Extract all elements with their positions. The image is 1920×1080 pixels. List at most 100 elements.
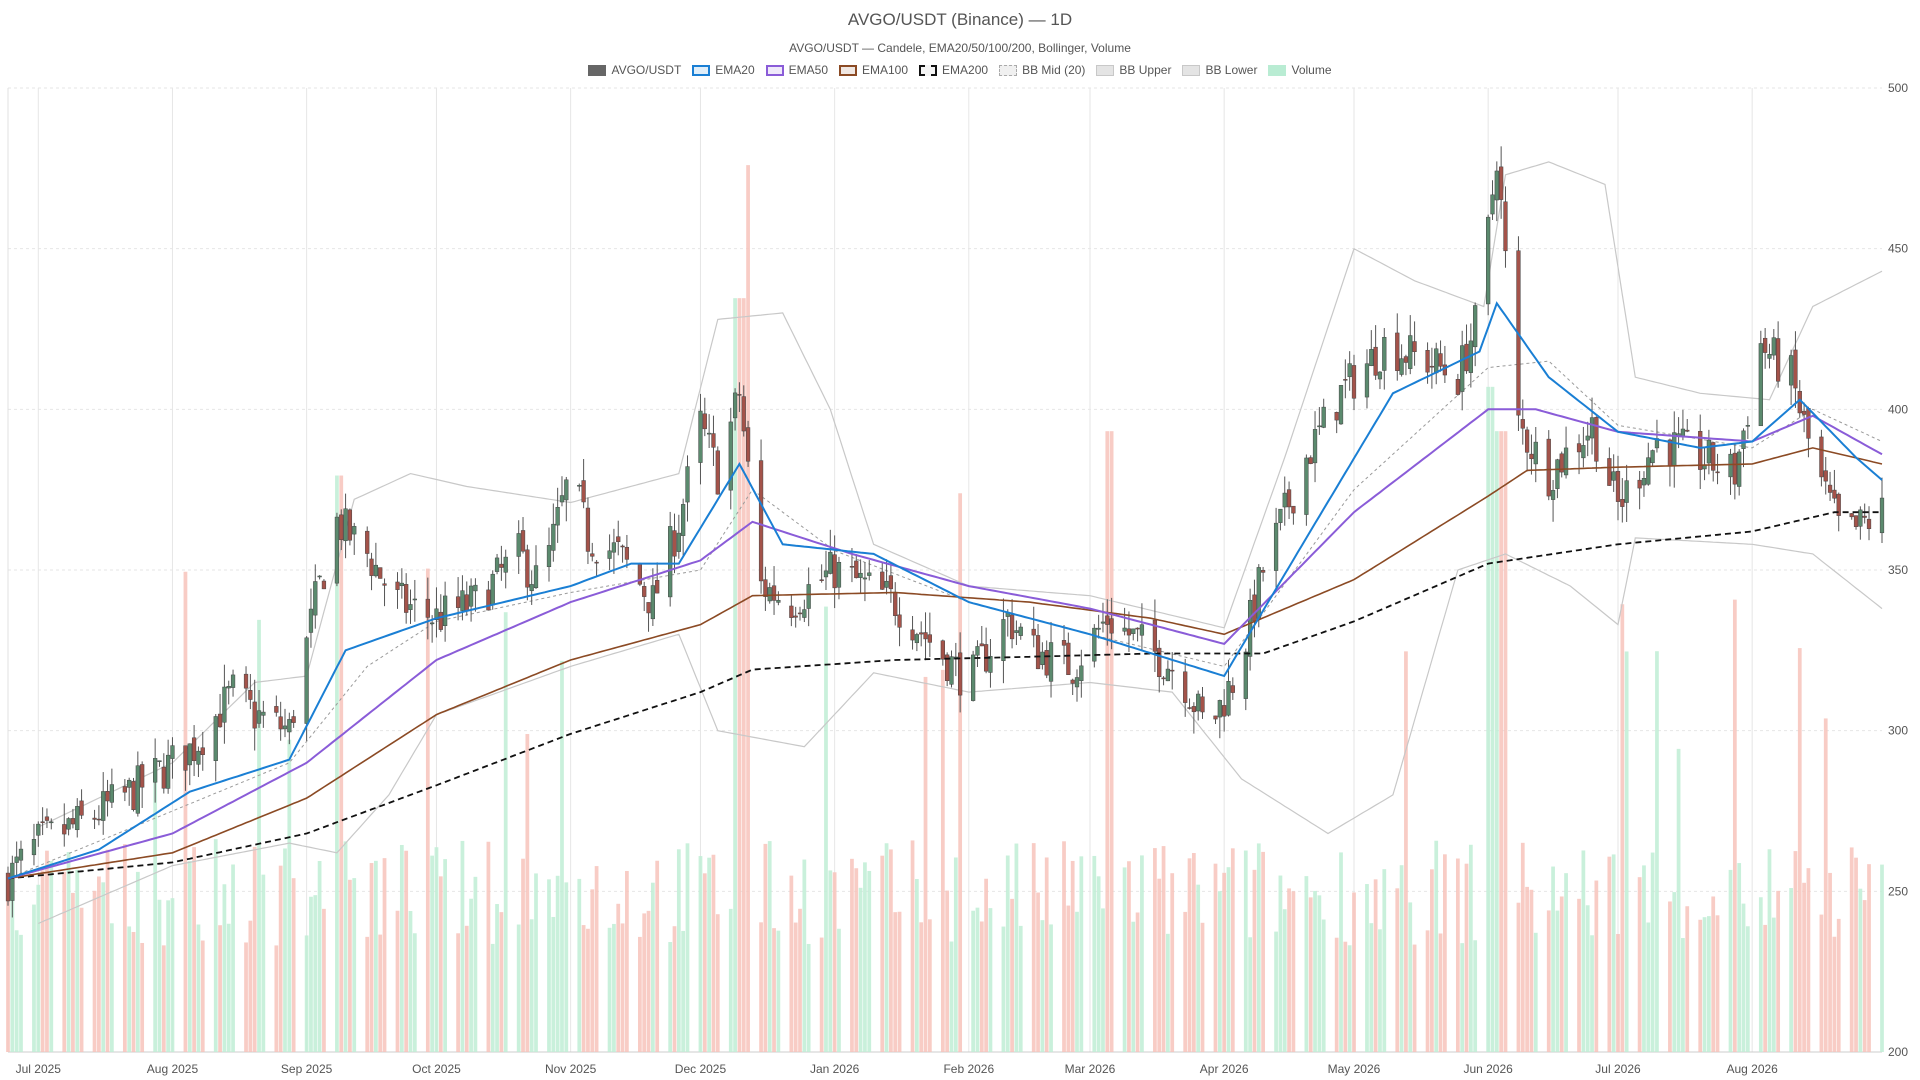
candle-body (1858, 509, 1863, 527)
volume-bar (348, 879, 352, 1052)
candle-body (1624, 480, 1629, 503)
candle-body (1862, 515, 1867, 518)
ema50-line (7, 408, 1883, 880)
candle-body (282, 725, 288, 730)
candle-body (732, 392, 738, 419)
volume-bar (408, 910, 413, 1052)
volume-bar (793, 922, 798, 1052)
candle-body (79, 800, 84, 816)
legend-item[interactable]: EMA200 (919, 63, 988, 77)
x-tick-label: Apr 2026 (1200, 1062, 1249, 1076)
candle-body (122, 786, 127, 793)
candle-body (455, 596, 461, 608)
volume-bar (1161, 846, 1166, 1052)
legend-label: EMA20 (715, 63, 755, 77)
volume-bar (676, 849, 681, 1052)
candle-body (1550, 490, 1556, 500)
candle-body (923, 632, 928, 640)
volume-bar (1533, 932, 1538, 1052)
candle-body (650, 585, 655, 620)
volume-bar (521, 858, 525, 1052)
volume-bar (1715, 915, 1720, 1052)
legend-item[interactable]: AVGO/USDT (588, 63, 681, 77)
candle-body (867, 572, 872, 576)
legend-swatch (1096, 64, 1115, 76)
candle-body (1849, 513, 1854, 518)
volume-bar (157, 899, 162, 1052)
legend-item[interactable]: BB Lower (1182, 63, 1257, 77)
candle-body (525, 549, 530, 588)
candle-body (559, 495, 565, 503)
candle-body (1369, 349, 1374, 367)
x-tick-label: May 2026 (1328, 1062, 1381, 1076)
volume-bar (806, 943, 811, 1052)
volume-bar (1555, 910, 1560, 1052)
volume-bar (1685, 906, 1690, 1052)
volume-bar (1369, 923, 1374, 1052)
volume-bar (261, 874, 266, 1052)
candle-body (771, 585, 777, 601)
candle-body (230, 674, 236, 688)
legend-item[interactable]: Volume (1268, 63, 1332, 77)
candle-body (854, 560, 859, 579)
legend-item[interactable]: EMA20 (692, 63, 755, 77)
volume-bar (789, 875, 794, 1052)
legend-item[interactable]: BB Upper (1096, 63, 1171, 77)
volume-bar (945, 890, 950, 1052)
candle-body (776, 599, 781, 603)
candle-body (468, 585, 474, 607)
volume-bar (1334, 937, 1339, 1052)
volume-bar (1655, 651, 1659, 1052)
volume-bar (1676, 748, 1681, 1052)
candle-body (1499, 166, 1504, 200)
volume-bar (1287, 888, 1291, 1052)
candle-body (1364, 363, 1370, 398)
candle-body (1711, 442, 1716, 471)
volume-bar (322, 908, 326, 1052)
candle-body (49, 821, 54, 824)
volume-bar (1646, 922, 1651, 1052)
candle-body (945, 654, 950, 681)
volume-bar (940, 669, 945, 1052)
volume-bar (1490, 386, 1495, 1053)
candle-body (183, 745, 188, 771)
candle-body (551, 523, 556, 551)
volume-bar (166, 900, 171, 1052)
volume-bar (6, 892, 10, 1052)
volume-bar (161, 945, 166, 1052)
candle-body (1061, 640, 1067, 646)
legend-item[interactable]: EMA50 (765, 63, 828, 77)
volume-bar (218, 925, 222, 1052)
volume-bar (36, 884, 41, 1052)
candle-body (832, 554, 837, 589)
candle-body (490, 573, 495, 606)
legend-item[interactable]: BB Mid (20) (999, 63, 1085, 77)
candle-body (1650, 450, 1655, 464)
volume-bar (586, 928, 590, 1052)
volume-bar (555, 875, 560, 1052)
candle-body (1170, 669, 1175, 672)
volume-bar (979, 921, 984, 1052)
candle-body (564, 479, 569, 501)
legend-item[interactable]: EMA100 (839, 63, 908, 77)
volume-bar (1278, 875, 1283, 1052)
candle-body (793, 615, 798, 618)
volume-bar (1070, 860, 1075, 1052)
candle-body (616, 536, 621, 543)
candle-body (1429, 365, 1435, 368)
candle-body (36, 823, 41, 836)
volume-bar (1230, 848, 1235, 1052)
volume-bar (1867, 864, 1871, 1052)
volume-bar (1282, 909, 1287, 1052)
volume-bar (404, 850, 409, 1052)
candle-body (243, 673, 249, 689)
volume-bar (231, 864, 235, 1052)
volume-bar (1776, 890, 1781, 1052)
volume-bar (1854, 857, 1858, 1052)
candle-body (1827, 484, 1833, 493)
candle-body (287, 719, 292, 733)
volume-bar (746, 165, 750, 1052)
candle-body (343, 508, 348, 542)
candle-body (581, 480, 586, 503)
